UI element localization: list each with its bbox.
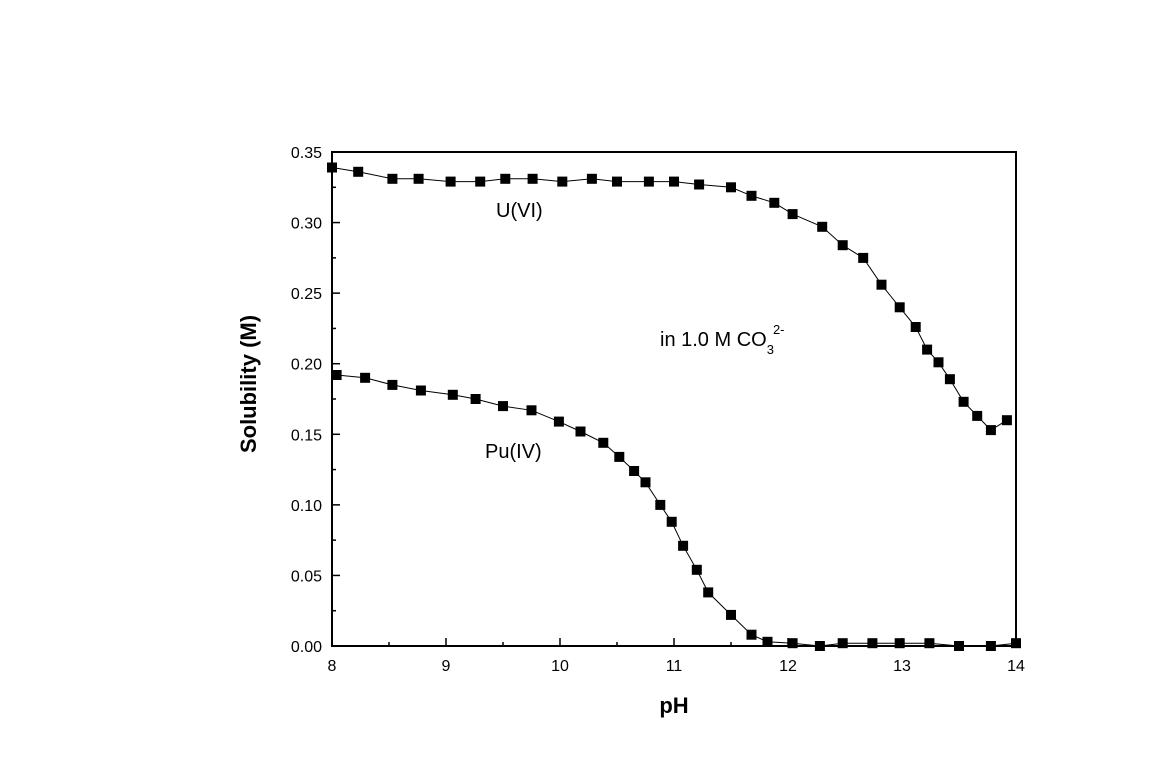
pu-series-label: Pu(IV) xyxy=(485,441,542,463)
x-tick-label: 13 xyxy=(893,658,911,675)
data-point-uvi xyxy=(1001,415,1012,426)
data-point-puiv xyxy=(629,466,640,476)
data-point-uvi xyxy=(958,396,969,407)
medium-annotation-subscript: 3 xyxy=(767,342,774,357)
y-tick-label: 0.10 xyxy=(291,498,322,515)
data-point-uvi xyxy=(445,176,456,187)
data-point-puiv xyxy=(691,564,702,575)
data-point-puiv xyxy=(614,451,625,462)
data-point-puiv xyxy=(415,385,426,396)
medium-annotation-main: in 1.0 M CO xyxy=(660,329,767,351)
data-point-puiv xyxy=(447,389,458,400)
y-tick-label: 0.05 xyxy=(291,568,322,585)
data-point-uvi xyxy=(726,182,736,193)
x-tick-label: 11 xyxy=(666,658,683,675)
data-point-uvi xyxy=(643,176,654,187)
data-point-puiv xyxy=(640,477,651,488)
data-point-uvi xyxy=(527,173,538,184)
data-point-uvi xyxy=(669,176,679,187)
data-point-puiv xyxy=(924,638,935,649)
data-point-uvi xyxy=(944,374,955,385)
data-point-uvi xyxy=(876,279,887,290)
data-point-puiv xyxy=(746,629,757,640)
data-point-uvi xyxy=(817,221,828,232)
u-series-label: U(VI) xyxy=(496,200,543,222)
data-point-puiv xyxy=(331,370,342,380)
data-point-uvi xyxy=(413,173,424,184)
data-point-uvi xyxy=(933,357,944,368)
data-point-puiv xyxy=(498,401,508,412)
y-axis-title: Solubility (M) xyxy=(236,315,261,453)
data-point-puiv xyxy=(678,540,689,551)
data-point-uvi xyxy=(475,176,486,187)
data-point-uvi xyxy=(985,425,996,436)
data-point-puiv xyxy=(360,372,371,383)
data-point-uvi xyxy=(894,302,905,313)
data-point-puiv xyxy=(762,636,773,647)
data-point-uvi xyxy=(353,166,364,177)
data-point-uvi xyxy=(769,197,780,208)
y-tick-label: 0.00 xyxy=(291,639,322,656)
tick-layer: 8 9 10 11 12 13 14 0.00 0.05 0.10 0.15 0.20 0.25 0.30… xyxy=(291,145,1025,675)
data-point-uvi xyxy=(787,209,798,220)
x-axis-title: pH xyxy=(659,693,688,718)
x-tick-label: 9 xyxy=(442,658,451,675)
data-point-uvi xyxy=(694,179,705,190)
y-tick-label: 0.25 xyxy=(291,286,322,303)
data-point-puiv xyxy=(787,638,798,649)
data-point-puiv xyxy=(894,638,905,649)
data-point-puiv xyxy=(666,516,677,527)
y-tick-label: 0.30 xyxy=(291,216,322,233)
data-point-puiv xyxy=(837,638,848,649)
y-tick-label: 0.20 xyxy=(291,357,322,374)
data-point-uvi xyxy=(910,322,921,332)
data-point-puiv xyxy=(655,499,666,510)
data-point-uvi xyxy=(500,173,511,184)
x-tick-label: 10 xyxy=(551,658,569,675)
data-point-puiv xyxy=(387,379,398,390)
data-point-uvi xyxy=(922,344,933,355)
x-tick-label: 14 xyxy=(1007,658,1025,675)
data-point-uvi xyxy=(746,190,757,201)
data-point-uvi xyxy=(612,176,622,187)
data-point-uvi xyxy=(972,410,983,421)
y-tick-label: 0.35 xyxy=(291,145,322,162)
data-point-uvi xyxy=(837,240,848,251)
series-uvi xyxy=(327,162,1012,436)
data-point-uvi xyxy=(858,252,869,263)
data-point-puiv xyxy=(598,437,609,448)
data-point-puiv xyxy=(470,394,481,404)
x-tick-label: 12 xyxy=(779,658,797,675)
data-point-uvi xyxy=(387,173,398,184)
data-point-puiv xyxy=(526,405,537,416)
data-point-puiv xyxy=(726,609,736,620)
data-point-uvi xyxy=(557,176,568,187)
data-point-puiv xyxy=(703,587,714,598)
x-tick-label: 8 xyxy=(328,658,337,675)
data-point-uvi xyxy=(586,173,597,184)
y-tick-label: 0.15 xyxy=(291,427,322,444)
medium-annotation: in 1.0 M CO3 2- xyxy=(660,322,785,357)
data-point-puiv xyxy=(867,638,878,649)
data-point-puiv xyxy=(553,416,564,427)
medium-annotation-superscript: 2- xyxy=(773,322,785,337)
data-point-puiv xyxy=(575,426,586,437)
